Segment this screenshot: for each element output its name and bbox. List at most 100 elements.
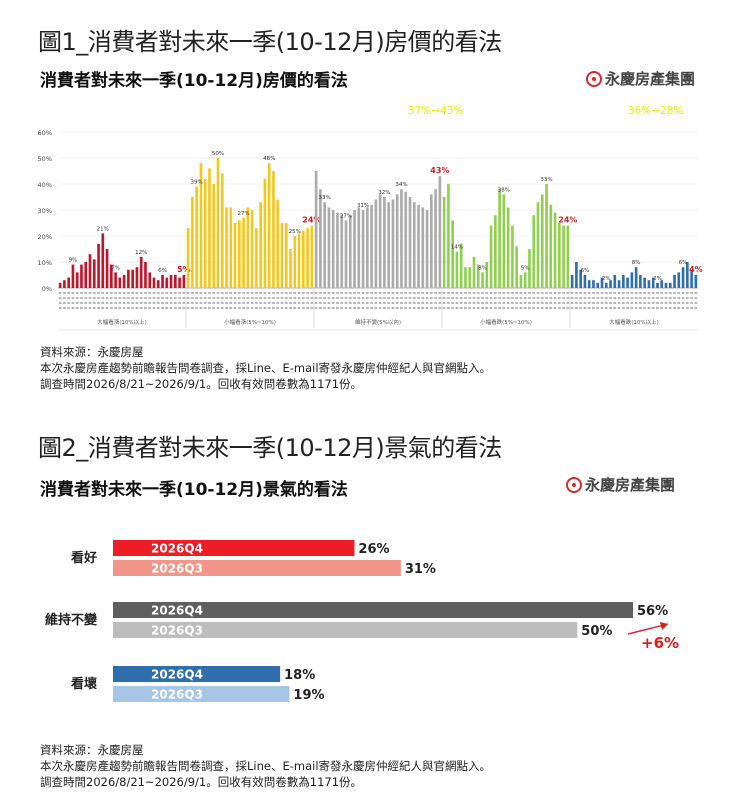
- x-tick-mark: [80, 297, 83, 299]
- bar: [489, 225, 493, 288]
- x-tick-mark: [523, 297, 527, 299]
- bar: [113, 560, 401, 576]
- trend-band-down-text: 看跌：50%→39%→42%→: [500, 105, 628, 117]
- x-tick-mark: [421, 302, 425, 304]
- x-tick-mark: [451, 307, 454, 309]
- x-tick-mark: [114, 297, 117, 299]
- x-tick-mark: [302, 297, 305, 299]
- x-tick-mark: [67, 292, 70, 294]
- x-tick-mark: [489, 302, 493, 304]
- x-tick-mark: [664, 307, 668, 309]
- x-tick-mark: [131, 307, 134, 309]
- x-tick-mark: [182, 302, 186, 304]
- value-label: 26%: [358, 542, 389, 557]
- x-tick-mark: [191, 307, 194, 309]
- x-tick-mark: [127, 297, 130, 299]
- x-tick-mark: [80, 307, 83, 309]
- x-tick-mark: [148, 297, 152, 299]
- x-tick-mark: [481, 297, 484, 299]
- x-tick-mark: [421, 307, 425, 309]
- bar: [485, 262, 489, 288]
- x-tick-mark: [630, 297, 634, 299]
- x-tick-mark: [447, 297, 450, 299]
- x-tick-mark: [182, 292, 186, 294]
- x-tick-mark: [92, 297, 96, 299]
- x-tick-mark: [302, 302, 305, 304]
- x-tick-mark: [156, 297, 160, 299]
- x-tick-mark: [549, 292, 553, 294]
- x-tick-mark: [92, 302, 96, 304]
- x-tick-mark: [417, 307, 420, 309]
- bar: [186, 228, 190, 288]
- x-tick-mark: [494, 307, 497, 309]
- x-tick-mark: [604, 292, 608, 294]
- x-tick-mark: [174, 302, 177, 304]
- bar: [430, 194, 433, 288]
- x-tick-mark: [673, 307, 676, 309]
- x-tick-mark: [144, 297, 147, 299]
- x-tick-mark: [246, 292, 250, 294]
- x-tick-mark: [558, 302, 561, 304]
- x-tick-mark: [220, 307, 224, 309]
- bar: [506, 207, 510, 288]
- x-tick-mark: [545, 297, 548, 299]
- x-tick-mark: [400, 302, 403, 304]
- x-tick-mark: [566, 307, 570, 309]
- x-tick-mark: [216, 302, 220, 304]
- x-tick-mark: [639, 292, 642, 294]
- x-tick-mark: [88, 302, 92, 304]
- x-tick-mark: [344, 292, 348, 294]
- x-tick-mark: [651, 292, 655, 294]
- x-tick-mark: [139, 302, 143, 304]
- data-label: 9%: [69, 258, 78, 264]
- bar: [84, 262, 88, 288]
- category-label: 看壞: [71, 676, 97, 692]
- x-tick-mark: [348, 307, 352, 309]
- x-tick-mark: [374, 307, 378, 309]
- x-tick-mark: [656, 307, 659, 309]
- x-tick-mark: [323, 307, 326, 309]
- x-tick-mark: [647, 297, 651, 299]
- bar: [673, 275, 676, 288]
- bar: [255, 228, 258, 288]
- x-tick-mark: [156, 307, 160, 309]
- x-tick-mark: [622, 297, 625, 299]
- y-tick-label: 50%: [38, 155, 52, 163]
- x-tick-mark: [447, 292, 450, 294]
- bar: [455, 251, 459, 288]
- bar-series-label: 2026Q4: [151, 668, 203, 682]
- bar: [203, 178, 207, 288]
- data-label: 24%: [302, 216, 321, 225]
- x-tick-mark: [135, 297, 139, 299]
- x-tick-mark: [331, 302, 335, 304]
- x-tick-mark: [404, 302, 408, 304]
- bar: [113, 540, 355, 556]
- x-tick-mark: [519, 292, 523, 294]
- x-tick-mark: [570, 297, 574, 299]
- x-tick-mark: [255, 307, 258, 309]
- x-tick-mark: [421, 297, 425, 299]
- x-tick-mark: [442, 292, 446, 294]
- x-tick-mark: [131, 292, 134, 294]
- x-tick-mark: [366, 307, 369, 309]
- x-tick-mark: [250, 292, 254, 294]
- x-tick-mark: [566, 292, 570, 294]
- y-tick-label: 0%: [42, 285, 52, 293]
- x-tick-mark: [357, 292, 361, 294]
- data-label: 5%: [177, 265, 191, 274]
- x-tick-mark: [579, 302, 582, 304]
- x-tick-mark: [408, 302, 412, 304]
- x-tick-mark: [694, 307, 698, 309]
- bar: [139, 256, 143, 288]
- data-label: 7%: [111, 265, 120, 271]
- x-tick-mark: [233, 302, 237, 304]
- data-label: 21%: [97, 226, 109, 232]
- x-tick-mark: [476, 307, 480, 309]
- x-tick-mark: [272, 292, 275, 294]
- figure2-brand-logo: 永慶房產集團: [566, 474, 675, 495]
- bar: [540, 194, 544, 288]
- x-tick-mark: [259, 307, 262, 309]
- x-tick-mark: [511, 302, 514, 304]
- bar: [472, 256, 476, 288]
- x-tick-mark: [284, 292, 288, 294]
